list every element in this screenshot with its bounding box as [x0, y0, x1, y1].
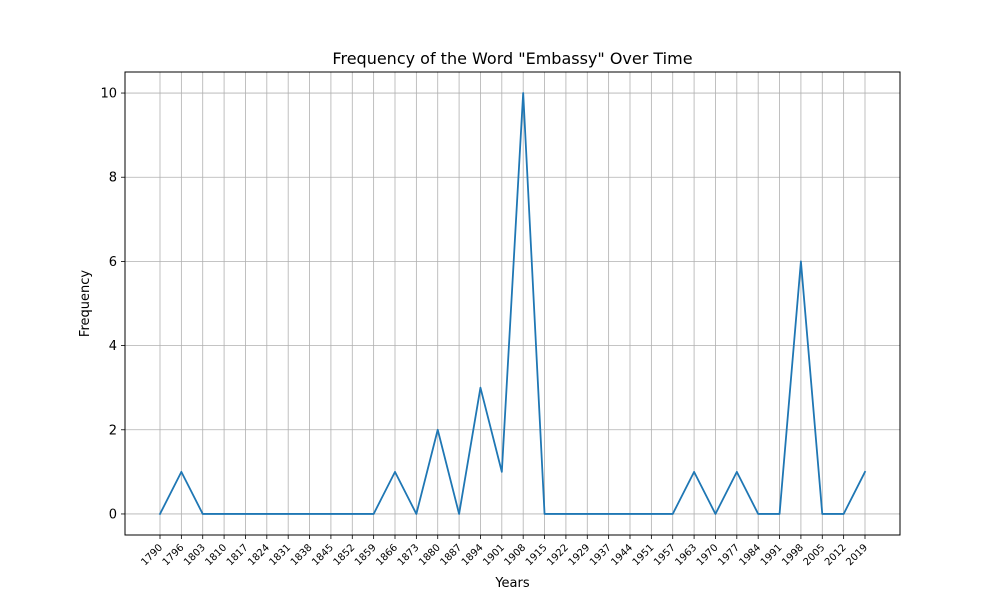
y-axis-label: Frequency [78, 270, 93, 337]
x-axis-label: Years [494, 576, 530, 591]
series-layer [158, 92, 867, 516]
series-line [158, 92, 867, 516]
y-tick-label: 2 [109, 423, 117, 438]
y-tick-label: 4 [109, 339, 117, 354]
plot-frame [124, 71, 901, 536]
chart-title: Frequency of the Word "Embassy" Over Tim… [332, 49, 692, 68]
grid-layer [125, 72, 900, 535]
y-tick-label: 10 [100, 87, 117, 102]
y-tick-label: 8 [109, 171, 117, 186]
y-tick-label: 0 [109, 507, 117, 522]
y-tick-label: 6 [109, 255, 117, 270]
